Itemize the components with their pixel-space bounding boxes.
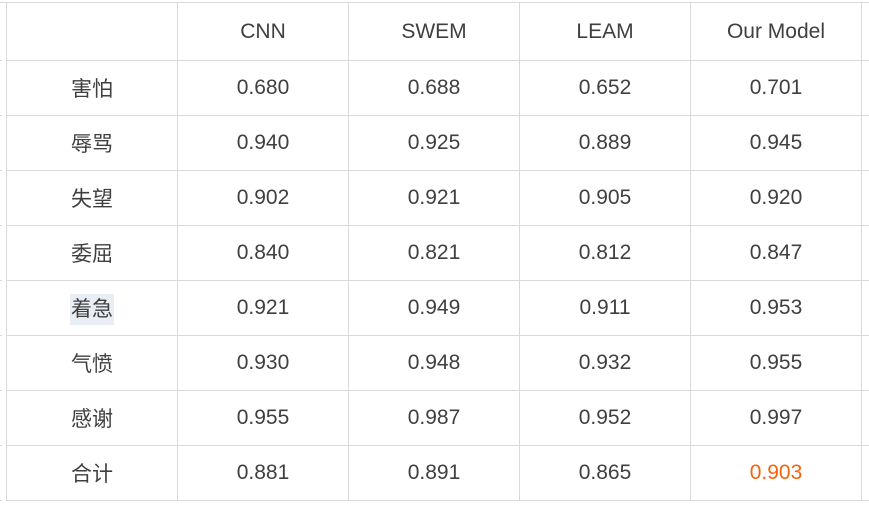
table-row: 气愤 0.930 0.948 0.932 0.955 bbox=[0, 335, 869, 392]
value-cell: 0.920 bbox=[690, 170, 869, 227]
row-label: 害怕 bbox=[71, 78, 113, 101]
row-label-cell: 辱骂 bbox=[0, 115, 178, 172]
value-cell: 0.953 bbox=[690, 280, 869, 337]
row-label: 合计 bbox=[71, 463, 113, 486]
row-label: 失望 bbox=[71, 188, 113, 211]
row-label: 感谢 bbox=[71, 408, 113, 431]
value-cell: 0.889 bbox=[519, 115, 691, 171]
row-label-cell: 着急 bbox=[0, 280, 178, 337]
value-cell: 0.949 bbox=[348, 280, 520, 336]
value-cell-accented: 0.903 bbox=[690, 445, 869, 502]
value-cell: 0.997 bbox=[690, 390, 869, 447]
value-cell: 0.701 bbox=[690, 60, 869, 117]
row-label: 辱骂 bbox=[71, 133, 113, 156]
value-cell: 0.945 bbox=[690, 115, 869, 172]
header-row: CNN SWEM LEAM Our Model bbox=[0, 2, 869, 62]
value-cell: 0.902 bbox=[177, 170, 349, 226]
table-row: 辱骂 0.940 0.925 0.889 0.945 bbox=[0, 115, 869, 172]
value-cell: 0.840 bbox=[177, 225, 349, 281]
value-cell: 0.821 bbox=[348, 225, 520, 281]
value-cell: 0.680 bbox=[177, 60, 349, 116]
table-row: 合计 0.881 0.891 0.865 0.903 bbox=[0, 445, 869, 502]
value-cell: 0.921 bbox=[348, 170, 520, 226]
value-cell: 0.987 bbox=[348, 390, 520, 446]
value-cell: 0.911 bbox=[519, 280, 691, 336]
table-row: 失望 0.902 0.921 0.905 0.920 bbox=[0, 170, 869, 227]
value-cell: 0.948 bbox=[348, 335, 520, 391]
table-row: 害怕 0.680 0.688 0.652 0.701 bbox=[0, 60, 869, 117]
row-label-cell: 感谢 bbox=[0, 390, 178, 447]
value-cell: 0.955 bbox=[690, 335, 869, 392]
header-cell-leam: LEAM bbox=[519, 2, 691, 61]
row-label-cell: 气愤 bbox=[0, 335, 178, 392]
value-cell: 0.925 bbox=[348, 115, 520, 171]
row-label-cell: 害怕 bbox=[0, 60, 178, 117]
value-cell: 0.940 bbox=[177, 115, 349, 171]
value-cell: 0.688 bbox=[348, 60, 520, 116]
table-row: 委屈 0.840 0.821 0.812 0.847 bbox=[0, 225, 869, 282]
value-cell: 0.905 bbox=[519, 170, 691, 226]
row-label: 委屈 bbox=[71, 243, 113, 266]
header-cell-cnn: CNN bbox=[177, 2, 349, 61]
header-cell-our-model: Our Model bbox=[690, 2, 869, 62]
table-row: 感谢 0.955 0.987 0.952 0.997 bbox=[0, 390, 869, 447]
value-cell: 0.881 bbox=[177, 445, 349, 501]
value-cell: 0.955 bbox=[177, 390, 349, 446]
value-cell: 0.952 bbox=[519, 390, 691, 446]
value-cell: 0.812 bbox=[519, 225, 691, 281]
value-cell: 0.930 bbox=[177, 335, 349, 391]
header-cell-blank bbox=[0, 2, 178, 62]
value-cell: 0.932 bbox=[519, 335, 691, 391]
row-label-cell: 合计 bbox=[0, 445, 178, 502]
row-label-cell: 失望 bbox=[0, 170, 178, 227]
value-cell: 0.921 bbox=[177, 280, 349, 336]
value-cell: 0.652 bbox=[519, 60, 691, 116]
row-label: 气愤 bbox=[71, 353, 113, 376]
value-cell: 0.891 bbox=[348, 445, 520, 501]
value-cell: 0.847 bbox=[690, 225, 869, 282]
header-cell-swem: SWEM bbox=[348, 2, 520, 61]
row-label-selection-highlight: 着急 bbox=[70, 294, 114, 325]
table-row: 着急 0.921 0.949 0.911 0.953 bbox=[0, 280, 869, 337]
value-cell: 0.865 bbox=[519, 445, 691, 501]
row-label-cell: 委屈 bbox=[0, 225, 178, 282]
